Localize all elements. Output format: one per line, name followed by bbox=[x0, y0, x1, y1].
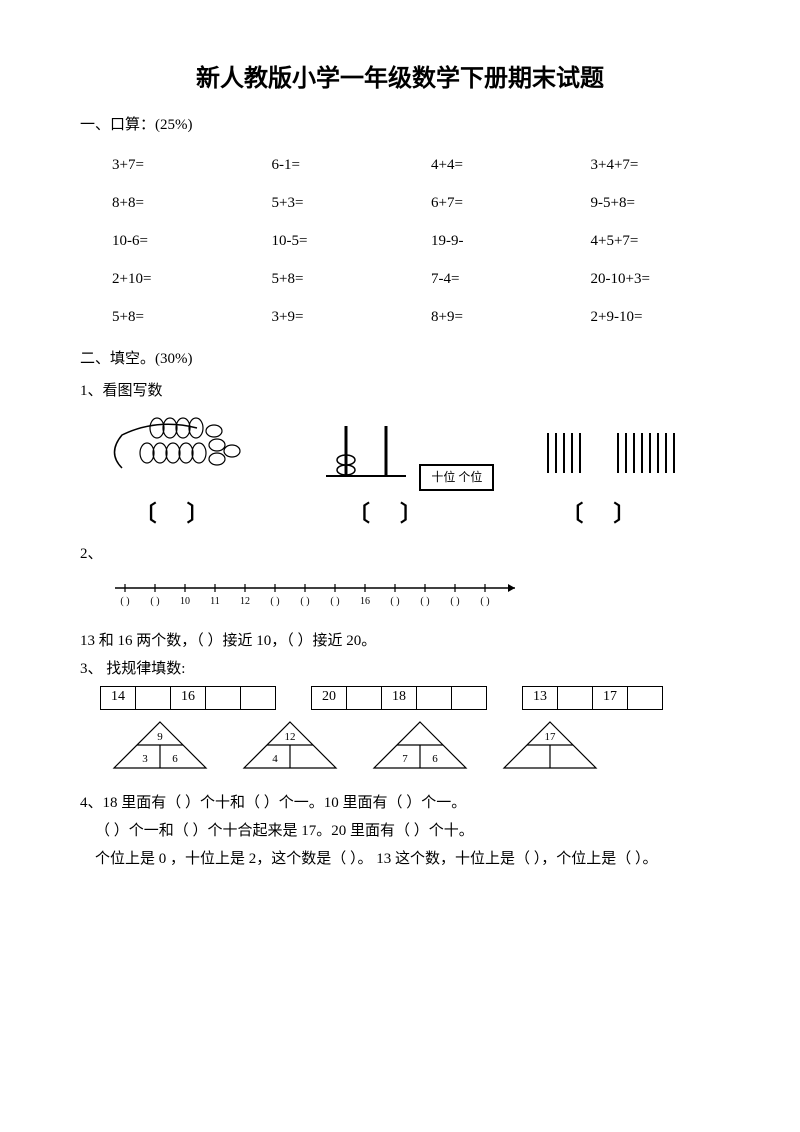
q2-text: 13 和 16 两个数，（ ）接近 10，（ ）接近 20。 bbox=[80, 629, 720, 653]
svg-text:7: 7 bbox=[402, 753, 408, 765]
q2-label: 2、 bbox=[80, 542, 720, 566]
seq-cell: 13 bbox=[522, 686, 558, 710]
svg-text:12: 12 bbox=[285, 731, 296, 743]
answer-bracket: 〔〕 bbox=[135, 496, 239, 531]
svg-text:( ): ( ) bbox=[390, 596, 399, 607]
bracket-row: 〔〕 〔〕 〔〕 bbox=[80, 496, 720, 531]
arith-cell: 3+9= bbox=[272, 299, 430, 335]
arith-cell: 5+8= bbox=[112, 299, 270, 335]
svg-text:( ): ( ) bbox=[120, 596, 129, 607]
svg-text:( ): ( ) bbox=[480, 596, 489, 607]
number-line: ( ) ( ) 10 11 12 ( ) ( ) ( ) 16 ( ) ( ) ( ) ( ) bbox=[110, 576, 720, 619]
table-row: 10-6= 10-5= 19-9- 4+5+7= bbox=[112, 223, 748, 259]
triangle-puzzle: 17 bbox=[500, 718, 600, 781]
answer-bracket: 〔〕 bbox=[561, 496, 665, 531]
arith-cell: 4+5+7= bbox=[591, 223, 749, 259]
q1-label: 1、看图写数 bbox=[80, 379, 720, 403]
arith-cell: 10-6= bbox=[112, 223, 270, 259]
svg-text:11: 11 bbox=[210, 596, 220, 607]
triangle-puzzle: 12 4 bbox=[240, 718, 340, 781]
abacus-figure: 十位 个位 bbox=[316, 426, 495, 491]
svg-text:( ): ( ) bbox=[330, 596, 339, 607]
svg-text:17: 17 bbox=[545, 731, 557, 743]
arith-cell: 5+3= bbox=[272, 185, 430, 221]
svg-text:( ): ( ) bbox=[270, 596, 279, 607]
box-sequence: 20 18 bbox=[311, 686, 487, 710]
section1-heading: 一、口算：(25%) bbox=[80, 113, 720, 137]
svg-text:( ): ( ) bbox=[300, 596, 309, 607]
q3-sequences: 14 16 20 18 13 17 bbox=[100, 686, 720, 710]
tally-figure bbox=[538, 423, 698, 491]
arith-cell: 20-10+3= bbox=[591, 261, 749, 297]
box-sequence: 14 16 bbox=[100, 686, 276, 710]
answer-bracket: 〔〕 bbox=[348, 496, 452, 531]
seq-cell bbox=[346, 686, 382, 710]
svg-text:4: 4 bbox=[272, 753, 278, 765]
arith-cell: 9-5+8= bbox=[591, 185, 749, 221]
seq-cell bbox=[557, 686, 593, 710]
seq-cell: 20 bbox=[311, 686, 347, 710]
q3-triangles: 9 3 6 12 4 7 6 17 bbox=[110, 718, 720, 781]
svg-text:3: 3 bbox=[142, 753, 148, 765]
arith-cell: 5+8= bbox=[272, 261, 430, 297]
seq-cell bbox=[627, 686, 663, 710]
arith-cell: 4+4= bbox=[431, 147, 589, 183]
box-sequence: 13 17 bbox=[522, 686, 663, 710]
svg-text:6: 6 bbox=[432, 753, 438, 765]
svg-text:16: 16 bbox=[360, 596, 370, 607]
q4-line1: 4、18 里面有（ ）个十和（ ）个一。10 里面有（ ）个一。 bbox=[80, 791, 720, 815]
page-title: 新人教版小学一年级数学下册期末试题 bbox=[80, 60, 720, 98]
table-row: 3+7= 6-1= 4+4= 3+4+7= bbox=[112, 147, 748, 183]
table-row: 5+8= 3+9= 8+9= 2+9-10= bbox=[112, 299, 748, 335]
arithmetic-table: 3+7= 6-1= 4+4= 3+4+7= 8+8= 5+3= 6+7= 9-5… bbox=[110, 145, 750, 337]
arith-cell: 2+9-10= bbox=[591, 299, 749, 335]
table-row: 8+8= 5+3= 6+7= 9-5+8= bbox=[112, 185, 748, 221]
arith-cell: 10-5= bbox=[272, 223, 430, 259]
arith-cell: 8+9= bbox=[431, 299, 589, 335]
q3-label: 3、 找规律填数: bbox=[80, 657, 720, 681]
seq-cell bbox=[135, 686, 171, 710]
abacus-label: 十位 个位 bbox=[419, 464, 494, 491]
q1-figures: 十位 个位 bbox=[80, 413, 720, 491]
arith-cell: 6+7= bbox=[431, 185, 589, 221]
seq-cell bbox=[451, 686, 487, 710]
arith-cell: 7-4= bbox=[431, 261, 589, 297]
section2-heading: 二、填空。(30%) bbox=[80, 347, 720, 371]
triangle-puzzle: 9 3 6 bbox=[110, 718, 210, 781]
svg-text:( ): ( ) bbox=[420, 596, 429, 607]
q4-line3: 个位上是 0 ，十位上是 2，这个数是（ ）。 13 这个数，十位上是（ ），个… bbox=[95, 847, 720, 871]
arith-cell: 19-9- bbox=[431, 223, 589, 259]
svg-text:9: 9 bbox=[157, 731, 163, 743]
table-row: 2+10= 5+8= 7-4= 20-10+3= bbox=[112, 261, 748, 297]
svg-text:( ): ( ) bbox=[450, 596, 459, 607]
arith-cell: 3+4+7= bbox=[591, 147, 749, 183]
seq-cell bbox=[240, 686, 276, 710]
svg-text:( ): ( ) bbox=[150, 596, 159, 607]
svg-text:10: 10 bbox=[180, 596, 190, 607]
arith-cell: 3+7= bbox=[112, 147, 270, 183]
q4-line2: （ ）个一和（ ）个十合起来是 17。20 里面有（ ）个十。 bbox=[95, 819, 720, 843]
svg-text:6: 6 bbox=[172, 753, 178, 765]
arith-cell: 2+10= bbox=[112, 261, 270, 297]
triangle-puzzle: 7 6 bbox=[370, 718, 470, 781]
ovals-figure bbox=[102, 413, 272, 491]
seq-cell: 14 bbox=[100, 686, 136, 710]
arith-cell: 6-1= bbox=[272, 147, 430, 183]
seq-cell: 18 bbox=[381, 686, 417, 710]
seq-cell bbox=[416, 686, 452, 710]
seq-cell: 16 bbox=[170, 686, 206, 710]
seq-cell bbox=[205, 686, 241, 710]
seq-cell: 17 bbox=[592, 686, 628, 710]
arith-cell: 8+8= bbox=[112, 185, 270, 221]
svg-text:12: 12 bbox=[240, 596, 250, 607]
